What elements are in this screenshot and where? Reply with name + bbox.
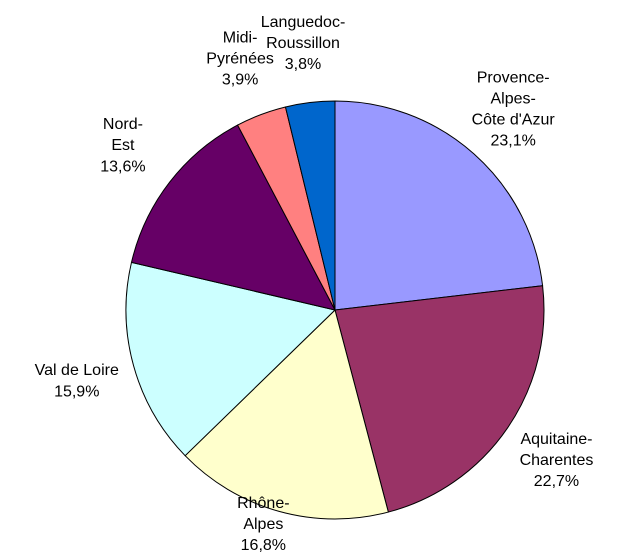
value-label: 13,6% [100, 158, 145, 175]
pie-slice [284, 100, 336, 311]
pie-slice [334, 100, 544, 311]
category-label: Languedoc-Roussillon [261, 14, 346, 52]
pie-slice [184, 309, 389, 520]
value-label: 3,8% [285, 56, 321, 73]
category-label: Rhône-Alpes [237, 495, 289, 533]
category-label: Provence-Alpes-Côte d'Azur [472, 70, 556, 129]
value-label: 3,9% [222, 72, 258, 89]
value-label: 23,1% [490, 133, 535, 150]
pie-slice [130, 124, 336, 311]
category-label: Nord-Est [103, 116, 143, 154]
pie-slice [125, 261, 337, 457]
value-label: 16,8% [241, 537, 286, 554]
pie-slice [334, 285, 545, 513]
category-label: Midi-Pyrénées [206, 30, 274, 68]
category-label: Val de Loire [35, 362, 119, 379]
category-label: Aquitaine-Charentes [520, 431, 594, 469]
value-label: 22,7% [534, 473, 579, 490]
value-label: 15,9% [54, 383, 99, 400]
